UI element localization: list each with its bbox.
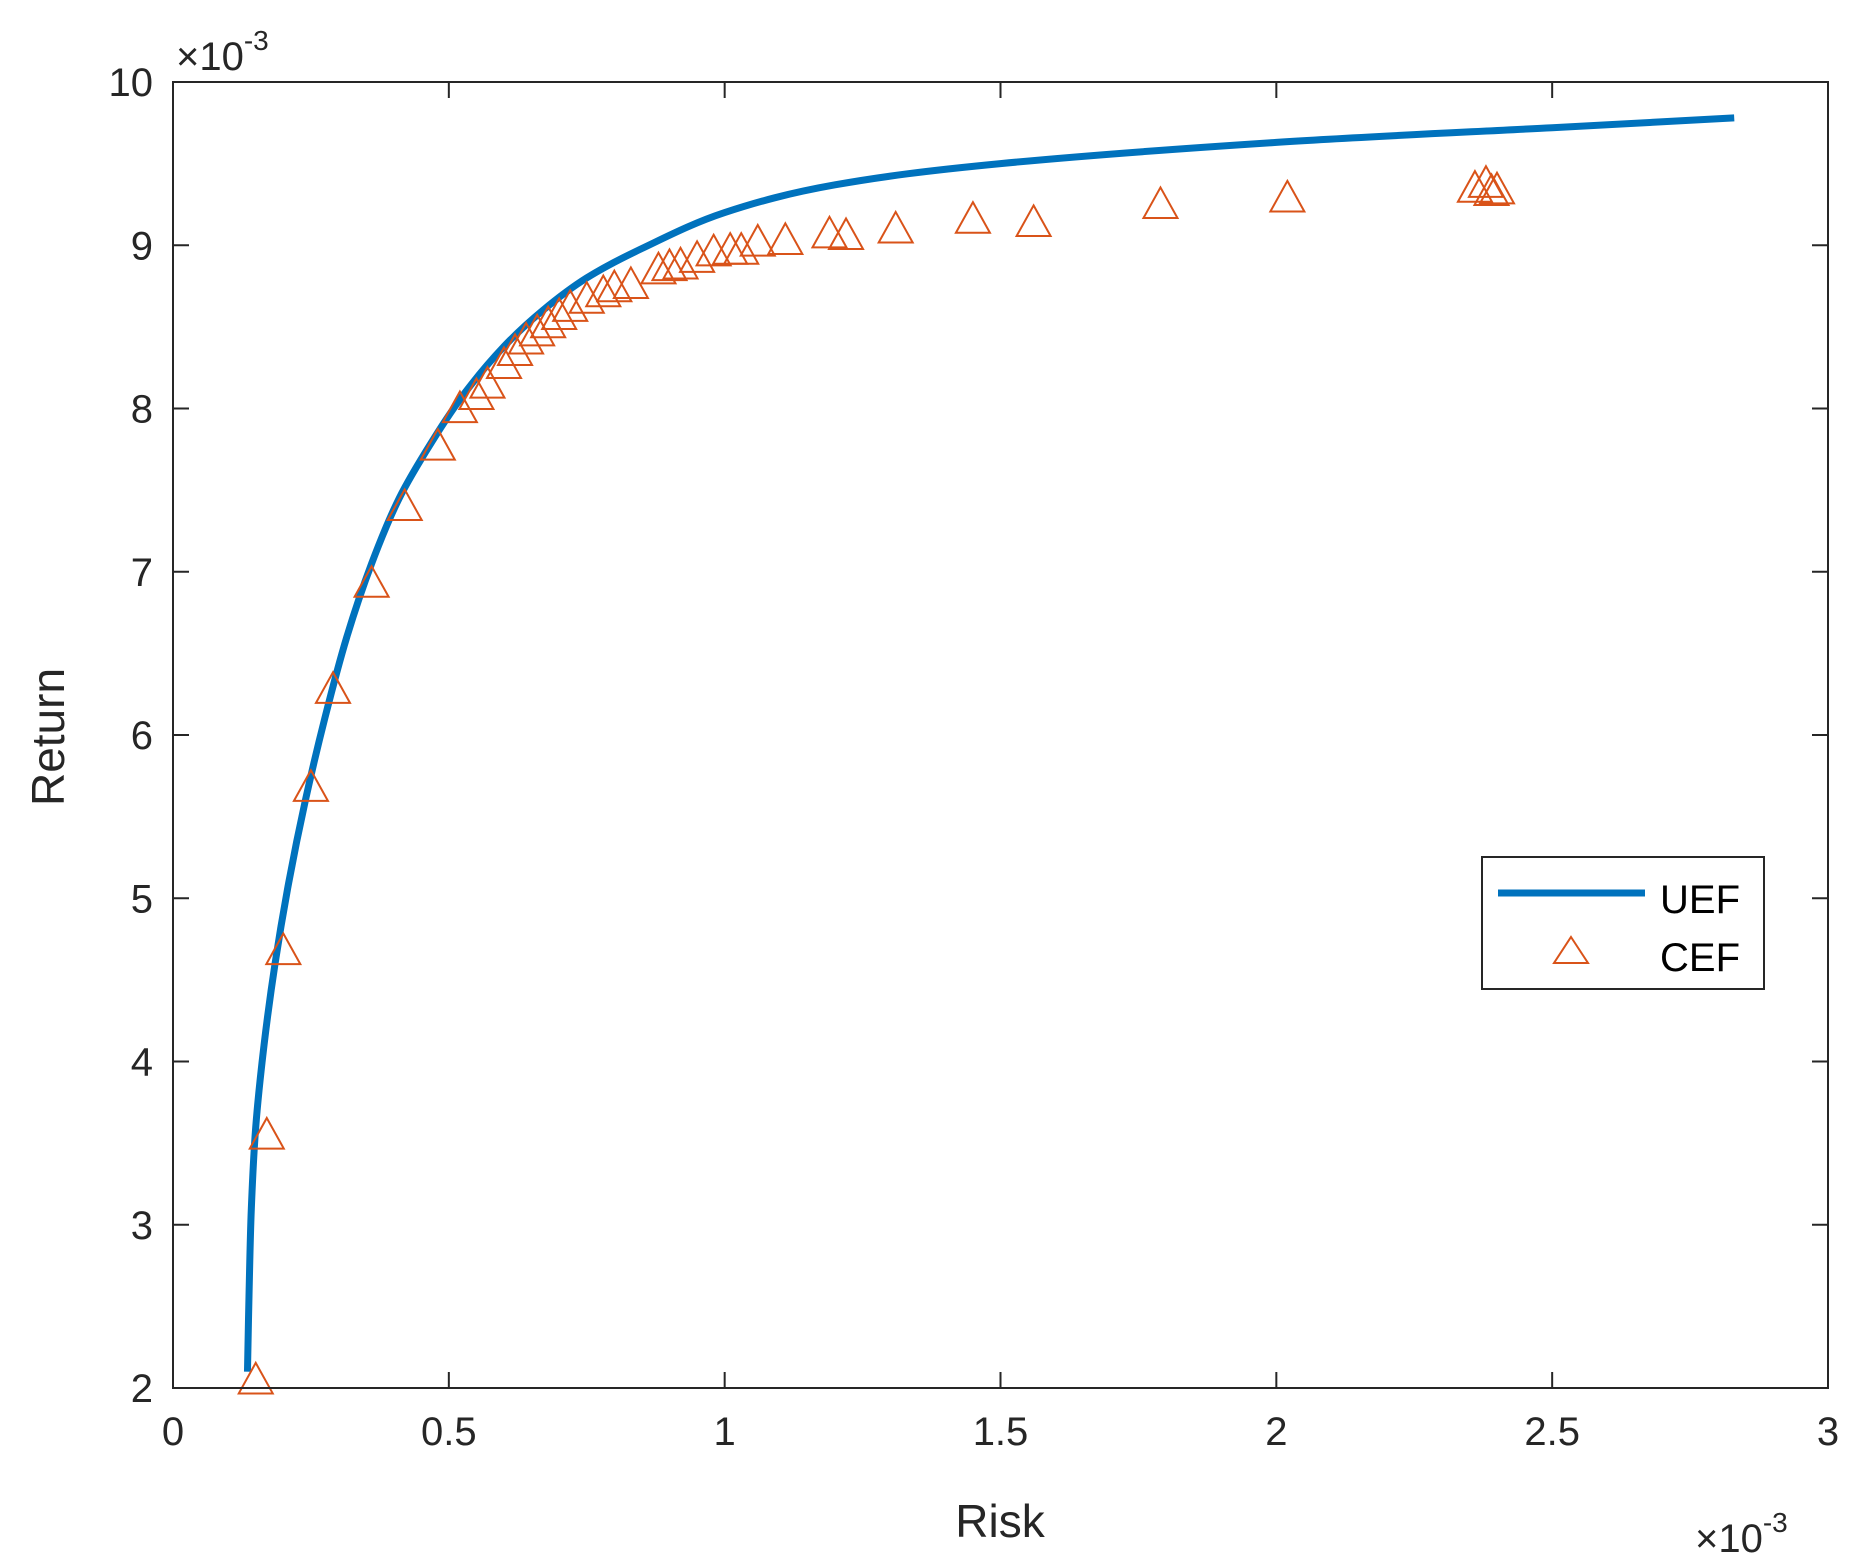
x-exponent-base: ×10 [1695, 1517, 1763, 1561]
cef-point [352, 564, 391, 598]
cef-point [551, 288, 589, 322]
cef-point [485, 345, 523, 380]
cef-point [1456, 169, 1494, 203]
x-exponent-power: -3 [1763, 1507, 1788, 1538]
y-tick-label: 5 [131, 877, 153, 921]
x-tick-label: 0.5 [421, 1410, 477, 1454]
cef-point [766, 221, 805, 255]
y-tick-label: 4 [131, 1041, 153, 1085]
uef-series-line [243, 114, 1735, 1372]
y-tick-label: 10 [109, 61, 154, 105]
cef-point [568, 280, 606, 314]
cef-point [612, 265, 650, 300]
y-tick-label: 3 [131, 1204, 153, 1248]
cef-point [954, 200, 992, 234]
cef-point [661, 245, 700, 280]
cef-point [314, 670, 352, 704]
cef-point [650, 247, 689, 282]
cef-point [1014, 203, 1053, 237]
cef-point [496, 332, 534, 366]
x-tick-label: 1 [714, 1410, 736, 1454]
x-tick-label: 1.5 [973, 1410, 1029, 1454]
cef-point [248, 1115, 286, 1150]
y-exponent-power: -3 [244, 25, 269, 56]
cef-point [722, 231, 760, 265]
cef-point [468, 364, 507, 399]
cef-point [1472, 172, 1511, 206]
y-tick-label: 2 [131, 1367, 153, 1411]
cef-point [457, 376, 496, 411]
cef-point [292, 768, 330, 802]
legend-uef-label: UEF [1660, 878, 1740, 922]
x-axis-label: Risk [955, 1495, 1045, 1547]
cef-point [518, 312, 556, 347]
y-tick-label: 6 [131, 714, 153, 758]
x-exponent-label: ×10-3 [1695, 1507, 1788, 1561]
cef-point [1141, 185, 1180, 220]
x-tick-label: 3 [1817, 1410, 1839, 1454]
x-tick-label: 0 [162, 1410, 184, 1454]
legend-box [1481, 856, 1765, 990]
cef-point [529, 304, 567, 339]
x-tick-label: 2.5 [1524, 1410, 1580, 1454]
cef-point [694, 232, 733, 267]
cef-point [1478, 170, 1516, 205]
cef-point [507, 320, 545, 355]
y-tick-label: 7 [131, 551, 153, 595]
cef-point [584, 273, 622, 308]
legend-cef-label: CEF [1660, 936, 1740, 980]
legend-cef-marker [1552, 935, 1590, 964]
data-layer [237, 114, 1735, 1395]
cef-point [827, 216, 865, 251]
cef-point [1268, 178, 1307, 213]
x-tick-label: 2 [1265, 1410, 1287, 1454]
legend: UEF CEF [1481, 856, 1765, 990]
cef-point [264, 931, 303, 966]
cef-point [441, 389, 479, 424]
cef-point [419, 426, 457, 461]
cef-point [639, 250, 678, 285]
cef-point [237, 1360, 275, 1395]
ticks-layer: 0 0.5 1 1.5 2 2.5 3 2 3 4 5 6 7 8 9 10 [109, 61, 1840, 1454]
cef-point [739, 222, 777, 257]
y-tick-label: 9 [131, 224, 153, 268]
cef-point [678, 239, 716, 273]
cef-point [876, 209, 915, 244]
y-axis-label: Return [22, 668, 74, 806]
cef-point [386, 487, 424, 522]
cef-point [540, 296, 578, 331]
y-exponent-label: ×10-3 [176, 25, 269, 79]
y-tick-label: 8 [131, 388, 153, 432]
y-exponent-base: ×10 [176, 35, 244, 79]
cef-point [595, 268, 634, 303]
